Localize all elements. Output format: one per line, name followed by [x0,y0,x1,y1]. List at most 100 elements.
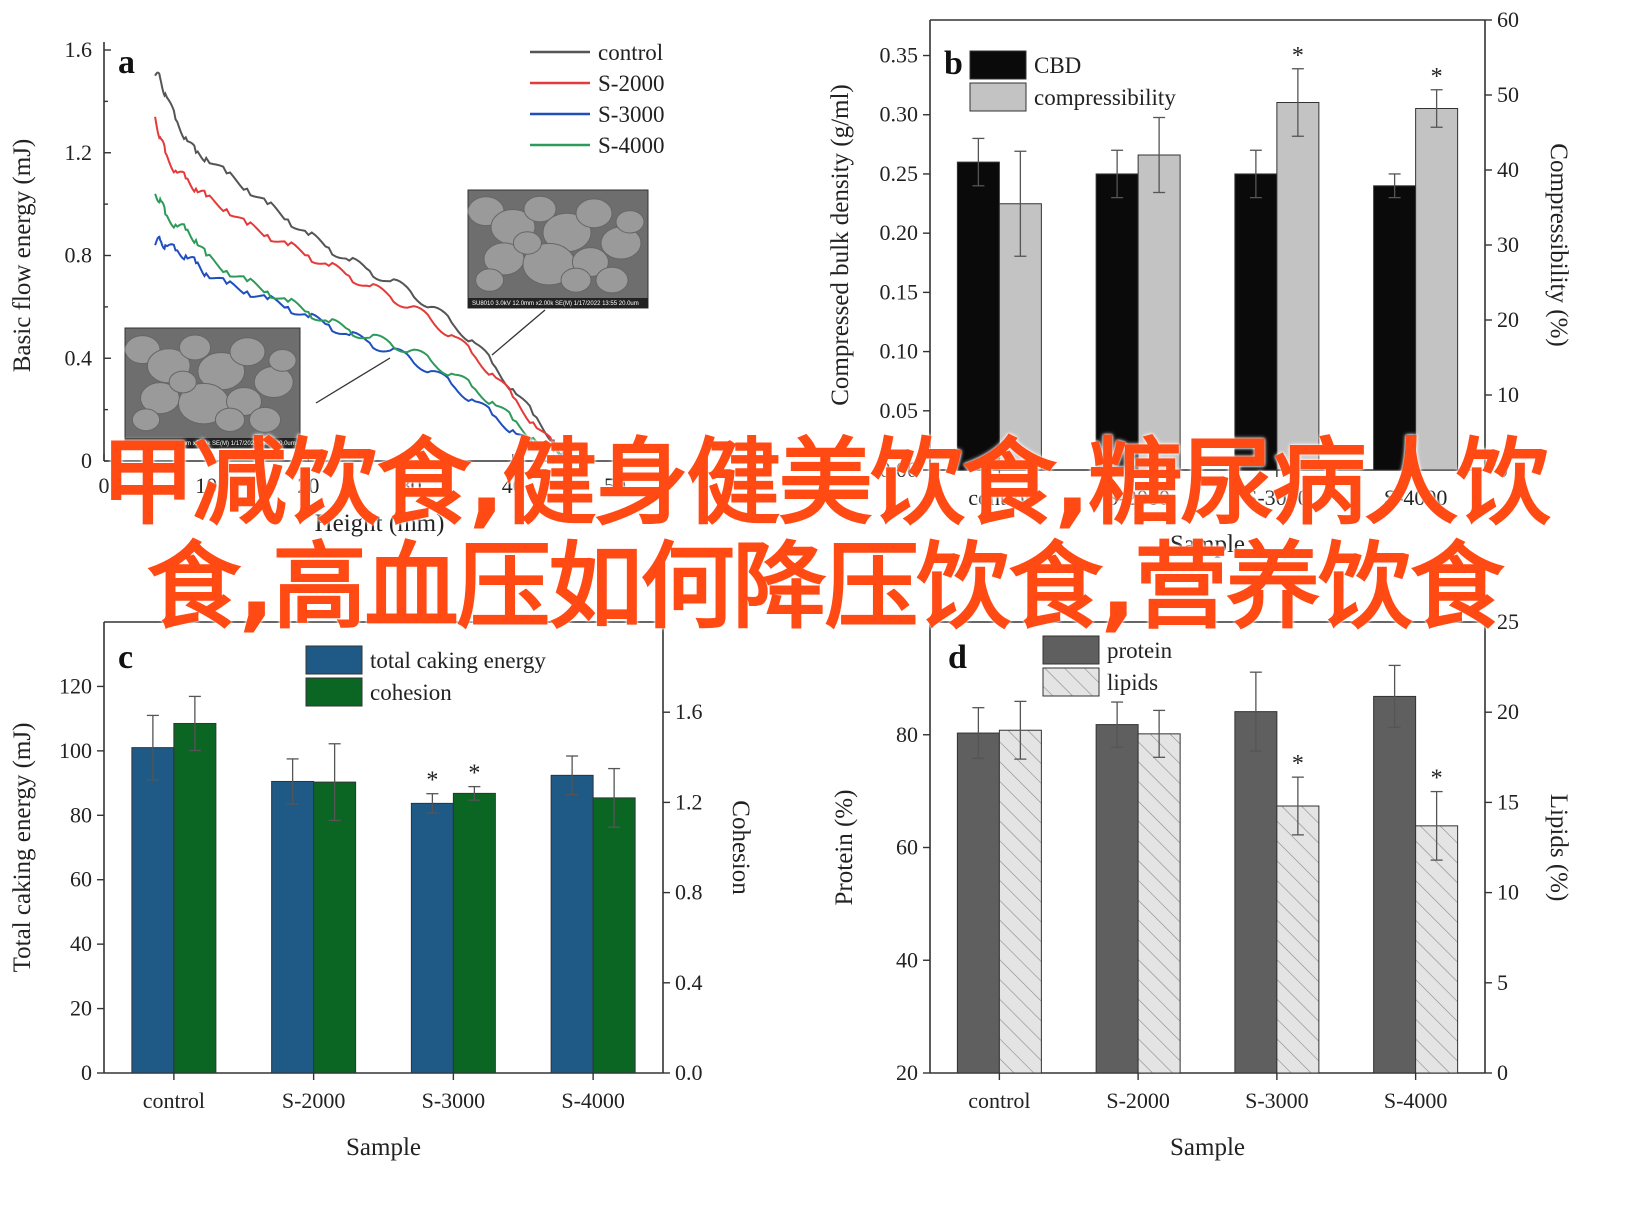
sem-footer [468,298,648,308]
y-tick-label: 0.35 [880,43,919,68]
bar-lipids [998,729,1042,1074]
sem-inset-right: SU8010 3.0kV 12.0mm x2.00k SE(M) 1/17/20… [467,189,649,309]
legend-label: compressibility [1034,85,1176,110]
y-right-tick-label: 0.8 [675,880,703,905]
y-tick-label: 0.20 [880,220,919,245]
legend-label: cohesion [370,680,452,705]
x-tick-label: 10 [195,473,217,498]
bar-protein [1095,724,1139,1074]
bar-cohesion [313,781,357,1074]
significance-star: * [426,768,438,794]
y-right-tick-label: 30 [1497,232,1519,257]
sem-inset-left: SU8010 3.0kV 12.0mm x2.00k SE(M) 1/17/20… [124,327,301,449]
y-right-axis-title: Lipids (%) [1545,794,1572,902]
y-right-tick-label: 10 [1497,382,1519,407]
legend-swatch [305,645,363,675]
bar-cohesion [592,797,636,1074]
bar-total-caking-energy [271,780,315,1074]
sem-particle [248,406,282,433]
legend-label: total caking energy [370,648,546,673]
sem-footer [125,438,300,448]
panel-c: 0 20 40 60 80 100 120 0.0 0.4 0.8 1.2 1.6 control S-2… [9,621,754,1161]
y-axis-title: Basic flow energy (mJ) [9,139,36,373]
y-tick-label: 1.6 [65,37,93,62]
legend-swatch [969,82,1027,112]
x-tick-label: S-4000 [561,1088,625,1113]
y-right-axis-title: Cohesion [727,800,754,895]
y-tick-label: 0.15 [880,279,919,304]
y-right-axis-title: Compressibility (%) [1545,143,1572,346]
bar-cohesion [173,722,217,1074]
pointer-arrow [491,309,546,356]
y-right-tick-label: 1.2 [675,789,703,814]
x-axis-title: Sample [1170,1134,1245,1161]
overlay-headline: 甲减饮食,健身健美饮食,糖尿病人饮食,高血压如何降压饮食,营养饮食 [100,429,1550,642]
bar-protein [956,732,1000,1074]
legend-label: S-2000 [598,71,664,96]
y-tick-label: 0.8 [65,243,93,268]
sem-particle [178,334,212,361]
x-tick-label: S-2000 [1106,1088,1170,1113]
x-tick-label: S-4000 [1384,485,1448,510]
sem-particle [131,408,161,432]
sem-particle [523,195,557,223]
y-tick-label: 0.25 [880,161,919,186]
bar-compressibility [1137,154,1181,471]
sem-particle [615,210,645,234]
y-tick-label: 0.00 [880,457,919,482]
bar-protein [1234,711,1278,1074]
x-tick-label: control [968,1088,1030,1113]
y-right-tick-label: 1.6 [675,699,703,724]
y-right-tick-label: 10 [1497,880,1519,905]
bar-total-caking-energy [410,802,454,1074]
series-line-s-2000 [154,116,565,461]
x-tick-label: S-2000 [282,1088,346,1113]
y-tick-label: 80 [896,722,918,747]
y-tick-label: 1.2 [65,140,93,165]
panel-letter-d: d [948,639,967,676]
y-tick-label: 20 [70,996,92,1021]
legend-swatch [1042,635,1100,665]
y-tick-label: 60 [896,835,918,860]
y-tick-label: 120 [59,673,92,698]
panel-a: 0 0.4 0.8 1.2 1.6 0 10 20 30 40 50 Height (mm) Basic… [9,37,664,537]
x-axis-title: Sample [1170,531,1245,558]
y-right-tick-label: 0.4 [675,970,703,995]
legend-label: S-3000 [598,102,664,127]
x-tick-label: 0 [99,473,110,498]
pointer-arrow [315,357,391,404]
x-tick-label: 30 [400,473,422,498]
x-tick-label: S-3000 [1245,1088,1309,1113]
panel-d: 20 40 60 80 0 5 10 15 20 25 control S-2000 S-3000 * S-… [831,609,1572,1161]
x-tick-label: 20 [297,473,319,498]
legend-swatch [969,50,1027,80]
sem-particle [229,337,266,367]
y-tick-label: 0 [81,1060,92,1085]
x-tick-label: S-2000 [1106,485,1170,510]
x-tick-label: S-3000 [1245,485,1309,510]
bar-cbd [1234,173,1278,471]
y-axis-title: Total caking energy (mJ) [9,723,36,973]
x-axis-title: Sample [346,1134,421,1161]
bar-cbd [956,161,1000,471]
sem-particle [475,268,505,292]
significance-star: * [1431,766,1443,792]
y-tick-label: 0.30 [880,102,919,127]
legend-label: S-4000 [598,133,664,158]
bar-lipids [1415,825,1459,1074]
y-right-tick-label: 40 [1497,157,1519,182]
bar-compressibility [1276,102,1320,471]
sem-particle [560,267,592,293]
legend-label: lipids [1107,670,1158,695]
sem-label: SU8010 3.0kV 12.0mm x2.00k SE(M) 1/17/20… [129,441,296,447]
bar-cbd [1373,185,1417,471]
y-axis-title: Protein (%) [831,790,858,906]
significance-star: * [468,761,480,787]
bar-cbd [1095,173,1139,471]
significance-star: * [1292,751,1304,777]
sem-particle [268,349,297,372]
sem-particle [575,198,613,229]
y-tick-label: 40 [896,947,918,972]
significance-star: * [1292,43,1304,69]
sem-particle [595,266,629,294]
